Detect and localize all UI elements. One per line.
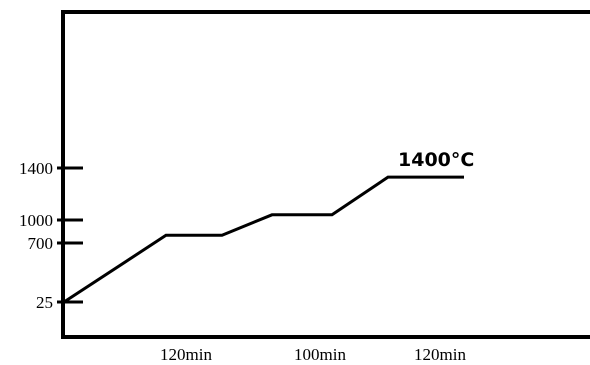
y-tick-label-700: 700 <box>28 234 54 253</box>
temperature-series-line <box>63 175 464 304</box>
peak-temperature-annotation: 1400°C <box>398 149 474 171</box>
x-tick-label-0: 120min <box>160 345 212 364</box>
y-tick-label-1400: 1400 <box>19 159 53 178</box>
x-tick-label-2: 120min <box>414 345 466 364</box>
y-axis-ticks: 1400 1000 700 25 <box>19 159 83 312</box>
plot-frame <box>61 10 590 339</box>
y-tick-label-25: 25 <box>36 293 53 312</box>
x-tick-label-1: 100min <box>294 345 346 364</box>
x-axis-ticks: 120min 100min 120min <box>160 345 466 364</box>
y-tick-label-1000: 1000 <box>19 211 53 230</box>
